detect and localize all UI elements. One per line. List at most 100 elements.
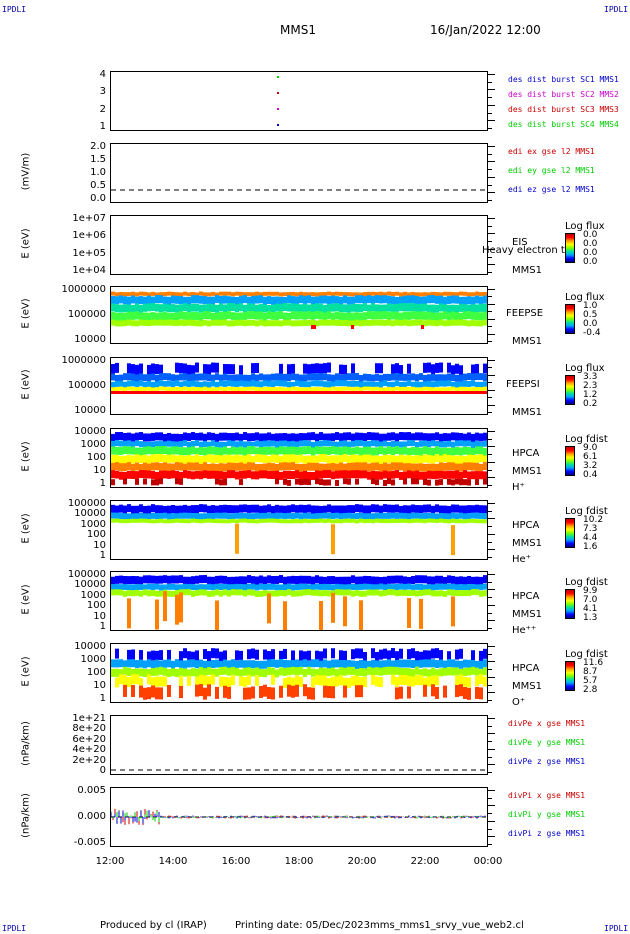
spectro-cell bbox=[247, 374, 251, 382]
spectro-cell bbox=[303, 440, 307, 447]
spectro-cell bbox=[267, 304, 271, 313]
spectro-cell bbox=[111, 454, 115, 463]
spectro-cell bbox=[215, 292, 219, 297]
spectro-cell bbox=[171, 319, 175, 326]
ytick-stub-divpi bbox=[488, 813, 492, 815]
spectro-cell bbox=[295, 441, 299, 448]
inst-label-eis: MMS1 bbox=[512, 265, 542, 276]
spectro-cell bbox=[291, 666, 295, 675]
spectro-cell bbox=[471, 471, 475, 480]
spectro-cell bbox=[163, 470, 167, 479]
spectro-cell bbox=[119, 471, 123, 480]
spectro-cell bbox=[183, 432, 187, 441]
spectro-cell bbox=[315, 433, 319, 442]
spectro-cell bbox=[355, 373, 359, 381]
spectro-cell bbox=[387, 504, 391, 513]
spectro-cell bbox=[291, 291, 295, 296]
spectro-cell bbox=[151, 462, 155, 471]
spectro-cell bbox=[439, 380, 443, 387]
spectro-cell bbox=[363, 441, 367, 448]
spectro-cell bbox=[299, 291, 303, 296]
spectro-cell bbox=[395, 386, 399, 391]
date-title: 16/Jan/2022 12:00 bbox=[430, 23, 541, 37]
spectro-cell bbox=[199, 519, 203, 524]
spectro-cell bbox=[227, 374, 231, 382]
spectro-cell bbox=[311, 311, 315, 320]
spectro-cell bbox=[115, 296, 119, 305]
spectro-cell bbox=[143, 470, 147, 479]
spectro-cell bbox=[435, 575, 439, 584]
spectro-cell bbox=[211, 303, 215, 312]
spectro-cell bbox=[127, 504, 131, 513]
spectro-cell bbox=[167, 432, 171, 441]
colorbar-value-eis: 0.0 bbox=[583, 239, 598, 249]
spectro-cell bbox=[163, 505, 167, 514]
spectro-cell bbox=[347, 589, 351, 596]
spectro-cell bbox=[207, 576, 211, 585]
spectro-cell bbox=[431, 455, 435, 464]
spectro-cell bbox=[195, 650, 199, 661]
spectro-cell bbox=[331, 303, 335, 312]
spectro-cell bbox=[455, 391, 459, 394]
spectro-cell bbox=[215, 512, 219, 519]
spectro-cell bbox=[463, 380, 467, 387]
spectro-cell bbox=[191, 440, 195, 447]
spectro-cell bbox=[459, 463, 463, 472]
spectro-cell bbox=[283, 462, 287, 471]
spectro-cell bbox=[363, 446, 367, 455]
spectro-cell bbox=[343, 295, 347, 304]
ytick-burst: 1 bbox=[99, 121, 106, 132]
spectro-cell bbox=[351, 584, 355, 591]
spectro-cell bbox=[207, 296, 211, 305]
spectro-cell bbox=[407, 391, 411, 394]
spectro-cell bbox=[259, 311, 263, 320]
spectro-cell bbox=[155, 505, 159, 514]
spectro-cell bbox=[463, 462, 467, 471]
spectro-cell bbox=[155, 583, 159, 590]
spectro-cell bbox=[135, 518, 139, 523]
spectro-cell bbox=[451, 311, 455, 320]
spectro-cell bbox=[359, 292, 363, 297]
spectro-cell bbox=[387, 311, 391, 320]
footer-file: mms_mms1_srvy_vue_web2.cl bbox=[370, 920, 524, 931]
spectro-cell bbox=[255, 311, 259, 320]
spectro-cell bbox=[123, 446, 127, 455]
spectro-cell bbox=[155, 391, 159, 394]
spectro-cell bbox=[443, 685, 447, 698]
spectro-cell bbox=[135, 320, 139, 327]
spectro-cell bbox=[175, 386, 179, 391]
spectro-cell bbox=[123, 519, 127, 524]
spectro-cell bbox=[463, 440, 467, 447]
spectro-cell bbox=[179, 589, 183, 596]
spectro-cell bbox=[223, 387, 227, 392]
spectro-cell bbox=[363, 668, 367, 677]
spectro-cell bbox=[271, 381, 275, 388]
spectro-cell bbox=[475, 660, 479, 669]
spectro-cell bbox=[315, 674, 319, 685]
spectro-cell bbox=[467, 292, 471, 297]
spectro-cell bbox=[303, 381, 307, 388]
ytick-stub-feepsi bbox=[488, 382, 492, 384]
spectro-cell bbox=[303, 311, 307, 320]
spectro-cell bbox=[231, 296, 235, 305]
spectro-cell bbox=[299, 519, 303, 524]
spectro-cell bbox=[275, 590, 279, 597]
spectro-cell bbox=[311, 391, 315, 394]
spectro-cell bbox=[187, 651, 191, 662]
spectro-cell bbox=[335, 463, 339, 472]
spectro-cell bbox=[419, 455, 423, 464]
spectro-cell bbox=[475, 479, 479, 486]
spectro-cell bbox=[211, 391, 215, 394]
ytick-stub-hpca-h bbox=[488, 438, 492, 440]
ytick-hpca-hepp: 100000 bbox=[67, 569, 106, 580]
spectro-cell bbox=[403, 512, 407, 519]
ytick-stub-hpca-hepp bbox=[488, 620, 495, 622]
spectro-cell bbox=[395, 677, 399, 688]
spectro-cell bbox=[119, 659, 123, 668]
spectro-cell bbox=[231, 433, 235, 442]
spectro-cell bbox=[191, 576, 195, 585]
ytick-stub-divpi bbox=[488, 790, 495, 791]
spectro-cell bbox=[471, 292, 475, 297]
spectro-cell bbox=[119, 669, 123, 678]
spectro-cell bbox=[351, 373, 355, 381]
